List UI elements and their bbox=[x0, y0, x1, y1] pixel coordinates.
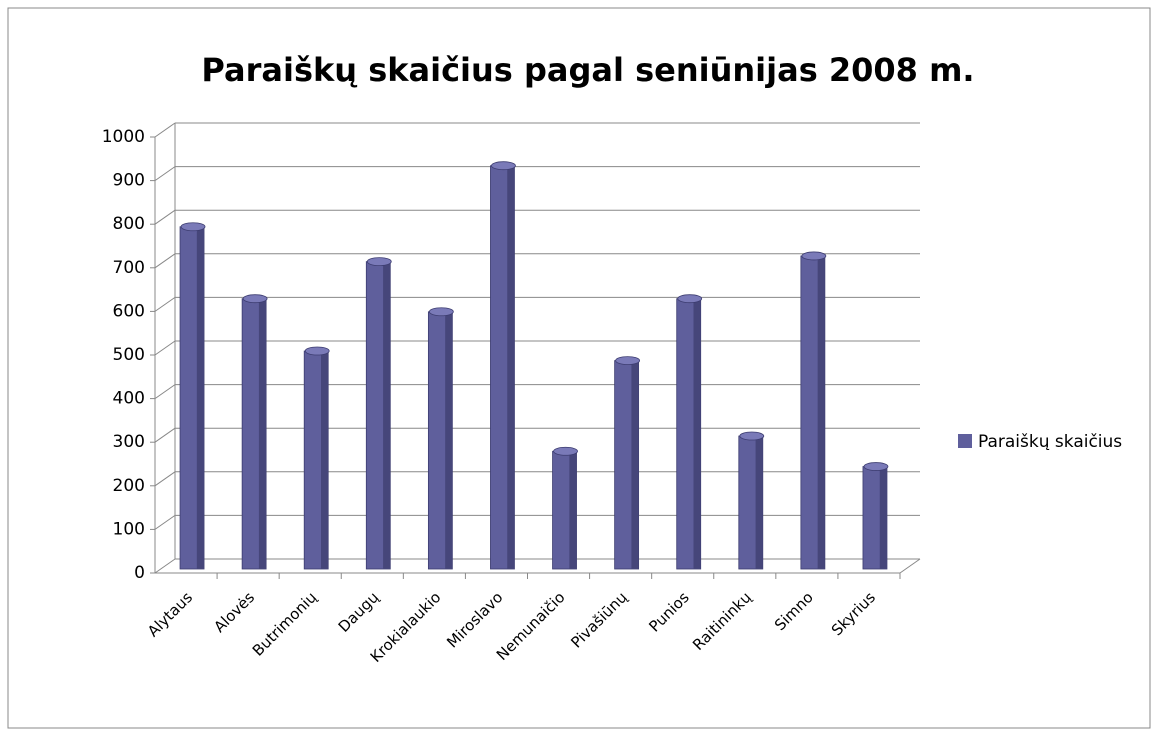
bar-top bbox=[491, 161, 516, 171]
grid-line bbox=[154, 558, 176, 574]
y-tick-label: 1000 bbox=[102, 127, 145, 147]
bar bbox=[738, 431, 765, 570]
chart-title: Paraiškų skaičius pagal seniūnijas 2008 … bbox=[201, 51, 974, 89]
bar-side bbox=[693, 298, 701, 569]
bar-side bbox=[879, 466, 887, 569]
bar-top bbox=[428, 307, 454, 317]
bar-side bbox=[569, 451, 577, 569]
bar-side bbox=[196, 226, 205, 570]
grid-line bbox=[154, 166, 176, 182]
bar-top bbox=[677, 294, 703, 304]
bar bbox=[303, 346, 330, 570]
legend-label: Paraiškų skaičius bbox=[978, 432, 1122, 452]
grid-line bbox=[154, 471, 176, 487]
bar-side bbox=[321, 351, 329, 569]
y-tick-label: 500 bbox=[113, 345, 145, 365]
grid-line bbox=[154, 296, 176, 312]
bar-top bbox=[615, 356, 641, 365]
bar bbox=[241, 294, 268, 570]
grid-line bbox=[154, 514, 176, 530]
y-tick-label: 600 bbox=[113, 301, 145, 321]
y-tick-label: 900 bbox=[113, 171, 145, 191]
grid-line bbox=[154, 122, 176, 138]
grid-line bbox=[154, 427, 176, 443]
bar bbox=[427, 307, 454, 570]
bar-side bbox=[507, 165, 515, 569]
bar-top bbox=[242, 294, 268, 304]
bar-top bbox=[180, 222, 206, 232]
bar bbox=[365, 257, 392, 570]
y-tick-label: 200 bbox=[113, 476, 145, 496]
bar-top bbox=[553, 446, 578, 456]
bar bbox=[676, 294, 703, 570]
grid-line bbox=[154, 384, 176, 400]
bar-side bbox=[817, 255, 825, 569]
y-tick-label: 400 bbox=[113, 389, 145, 409]
y-tick-label: 300 bbox=[113, 432, 145, 452]
bar-side bbox=[755, 436, 763, 569]
bar bbox=[179, 222, 206, 570]
bar-top bbox=[366, 257, 392, 267]
bar bbox=[552, 446, 578, 570]
bar bbox=[862, 462, 889, 570]
y-tick-label: 700 bbox=[113, 258, 145, 278]
bar-top bbox=[304, 346, 330, 356]
axis-line bbox=[899, 558, 921, 574]
grid-line bbox=[154, 209, 176, 225]
bar bbox=[800, 251, 827, 570]
grid-line bbox=[154, 340, 176, 356]
y-tick-label: 100 bbox=[113, 519, 145, 539]
bar-top bbox=[739, 431, 765, 441]
bar-top bbox=[863, 462, 889, 471]
bar bbox=[490, 161, 516, 570]
y-tick-label: 800 bbox=[113, 214, 145, 234]
bar bbox=[614, 356, 641, 570]
grid-line bbox=[154, 253, 176, 269]
y-tick-label: 0 bbox=[134, 563, 145, 583]
bar-top bbox=[801, 251, 827, 261]
chart-border bbox=[7, 7, 1151, 729]
legend-swatch bbox=[958, 434, 972, 448]
bar-side bbox=[445, 311, 453, 569]
bar-side bbox=[258, 298, 267, 569]
bar-side bbox=[383, 261, 391, 569]
bar-side bbox=[631, 360, 639, 569]
